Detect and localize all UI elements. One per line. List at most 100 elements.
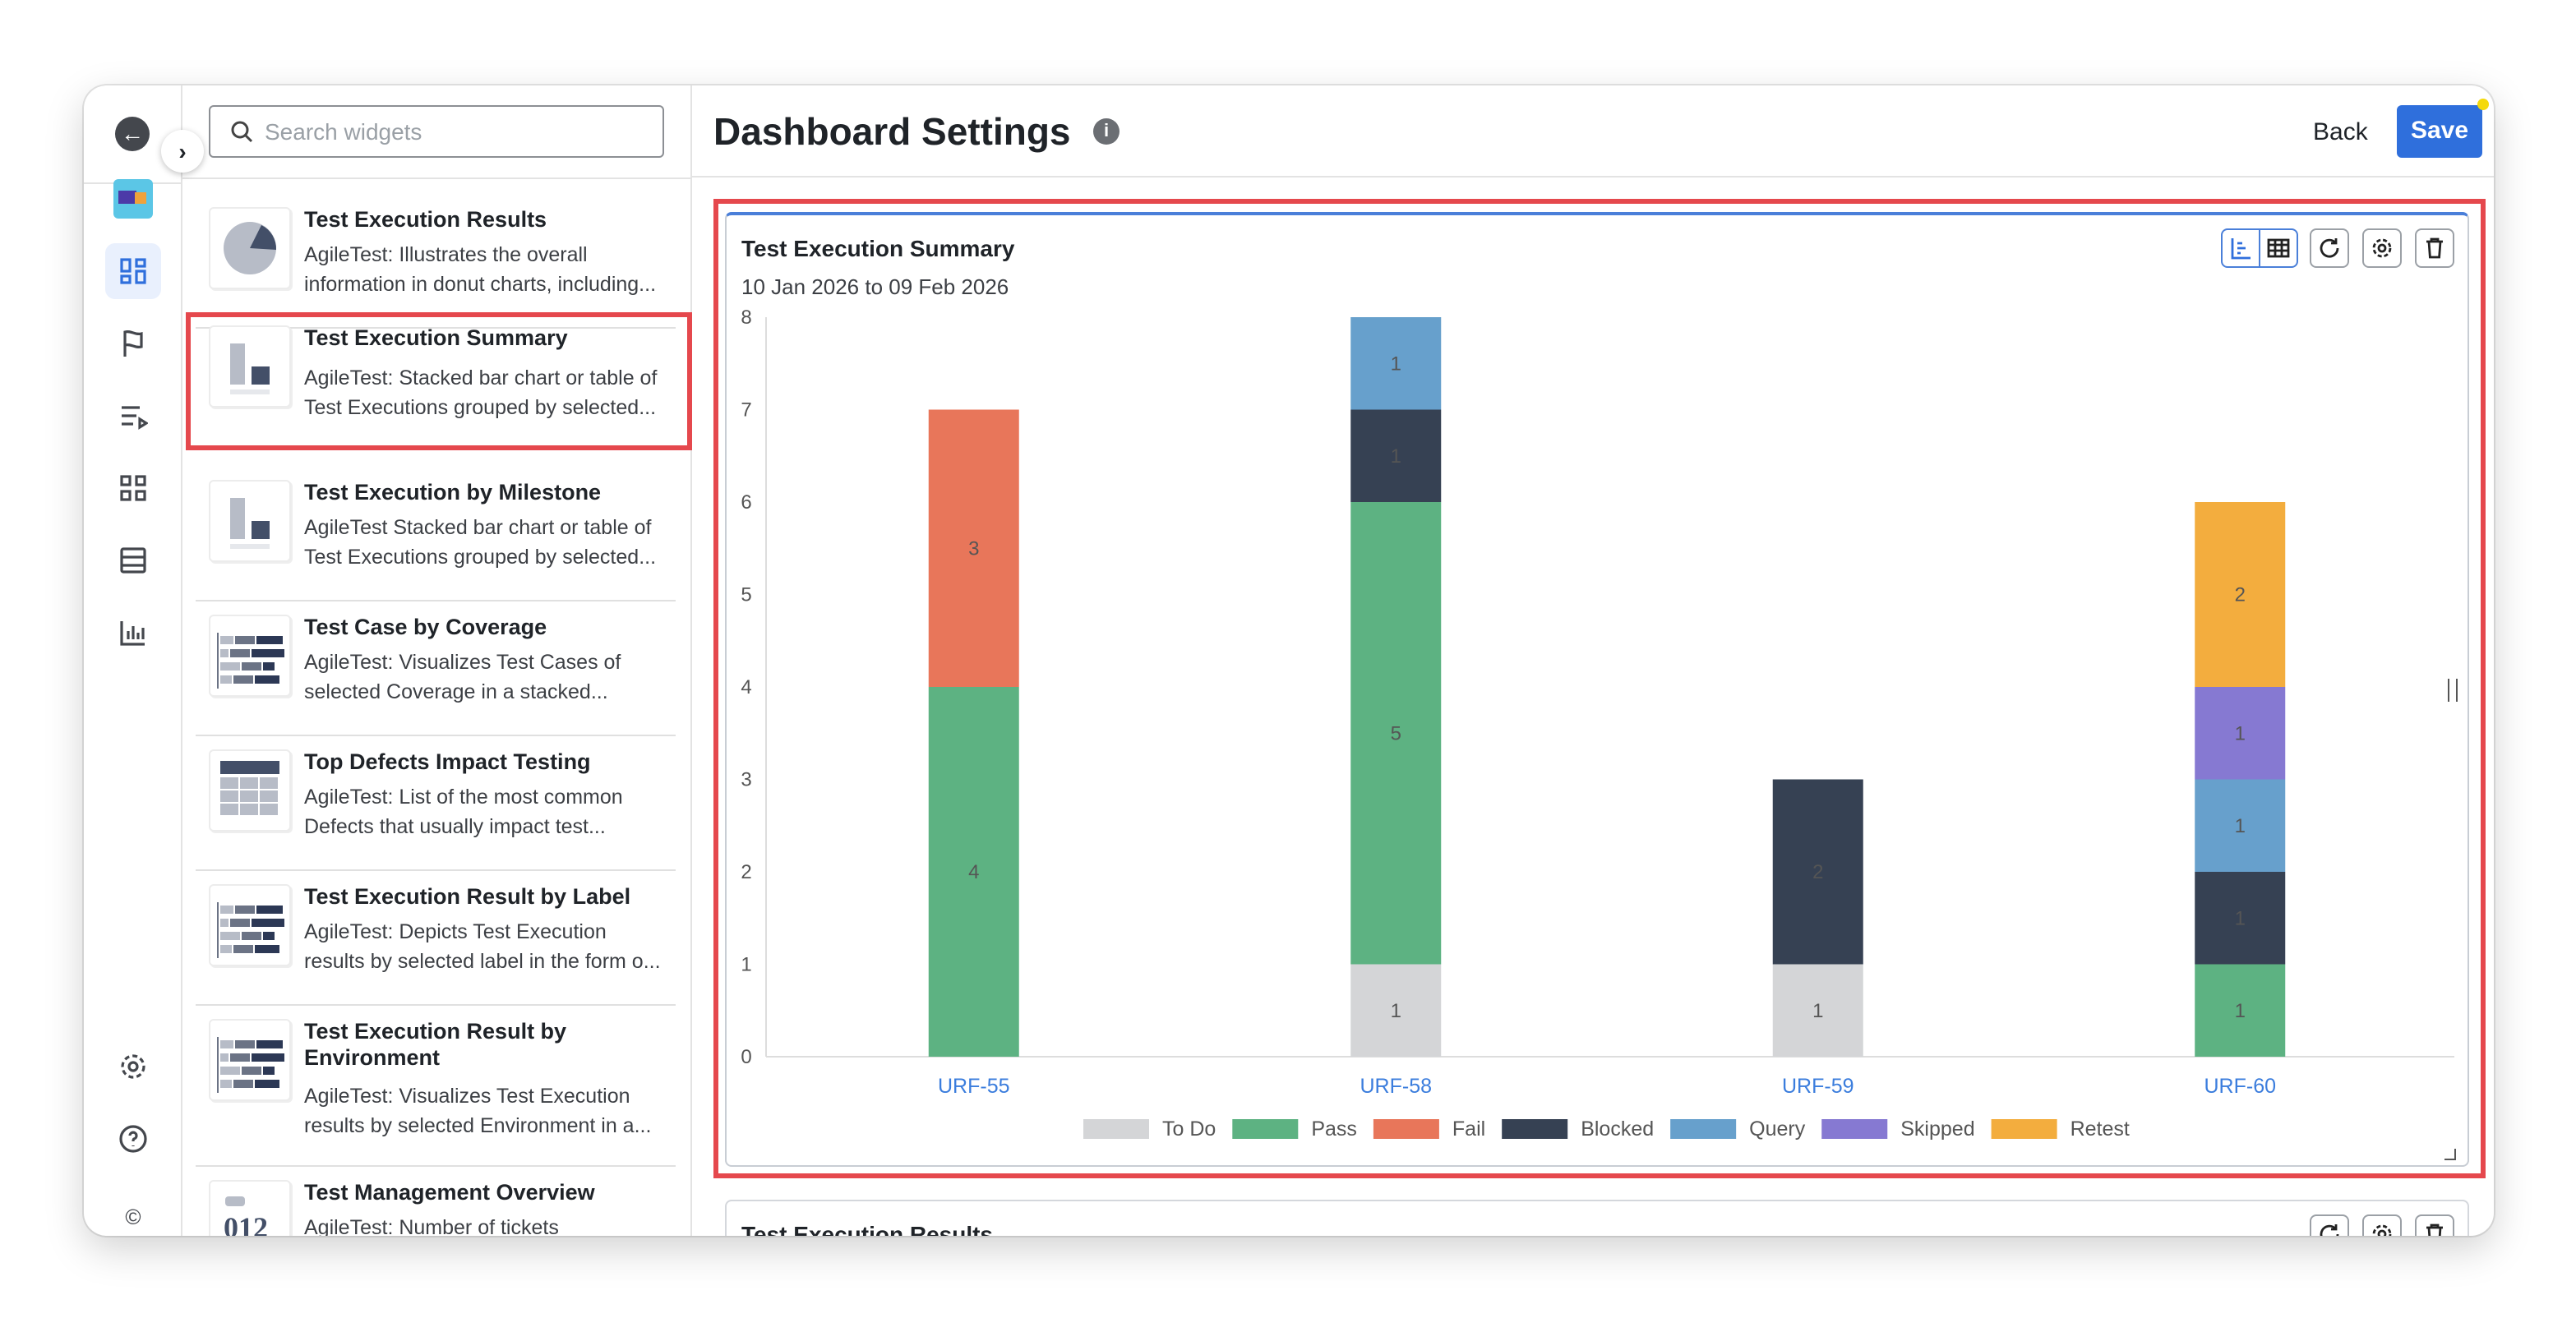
bar-segment-blocked[interactable] xyxy=(1772,779,1863,965)
table-view-button[interactable] xyxy=(2260,230,2297,266)
dashboard-icon[interactable] xyxy=(105,243,161,299)
bar-segment-skipped[interactable] xyxy=(2195,687,2286,780)
widget-item-description: AgileTest: Depicts Test Execution results… xyxy=(304,920,661,973)
page-header: Dashboard Settings i Back Save xyxy=(692,85,2494,177)
widget-settings-button[interactable] xyxy=(2362,1214,2402,1236)
widget-list-item[interactable]: Test Case by Coverage AgileTest: Visualiz… xyxy=(196,601,676,736)
widget-thumbnail xyxy=(209,749,291,832)
legend-swatch[interactable] xyxy=(1821,1119,1888,1139)
y-tick-label: 8 xyxy=(741,306,751,329)
gear-icon xyxy=(2372,238,2392,258)
resize-corner-handle[interactable] xyxy=(2444,1149,2456,1160)
widget-item-title: Test Execution Results xyxy=(304,207,547,232)
expand-panel-button[interactable]: › xyxy=(161,130,204,173)
x-tick-label[interactable]: URF-58 xyxy=(1360,1075,1432,1098)
test-run-list-icon[interactable] xyxy=(105,388,161,444)
x-tick-label[interactable]: URF-55 xyxy=(938,1075,1010,1098)
widget-list-item[interactable]: Test Execution Result by Label AgileTest:… xyxy=(196,871,676,1006)
legend-swatch[interactable] xyxy=(1670,1119,1737,1139)
bar-chart-icon[interactable] xyxy=(105,605,161,661)
back-button[interactable]: Back xyxy=(2313,118,2368,146)
search-widgets-field[interactable] xyxy=(209,105,664,158)
data-label: 3 xyxy=(968,537,979,560)
bar-segment-retest[interactable] xyxy=(2195,502,2286,687)
view-toggle[interactable] xyxy=(2221,228,2298,268)
table-view-icon xyxy=(2267,238,2289,258)
notification-dot xyxy=(2477,99,2489,110)
resize-handle[interactable] xyxy=(2448,679,2458,702)
bar-segment-query[interactable] xyxy=(2195,779,2286,873)
bar-segment-query[interactable] xyxy=(1350,317,1442,410)
bar-segment-pass[interactable] xyxy=(2195,964,2286,1058)
bar-segment-pass[interactable] xyxy=(928,687,1019,1057)
widget-list-item[interactable]: Test Execution Summary AgileTest: Stacked… xyxy=(186,312,692,450)
widget-list-item[interactable]: Test Execution Result by Environment Agil… xyxy=(196,1006,676,1167)
legend-swatch[interactable] xyxy=(1232,1119,1299,1139)
legend-swatch[interactable] xyxy=(1502,1119,1568,1139)
settings-icon[interactable] xyxy=(105,1039,161,1094)
widget-item-title: Test Execution Result by Environment xyxy=(304,1019,567,1070)
y-tick-label: 6 xyxy=(741,491,751,514)
widget-item-description: AgileTest: Number of tickets xyxy=(304,1216,559,1236)
bar-segment-blocked[interactable] xyxy=(2195,872,2286,965)
refresh-button[interactable] xyxy=(2310,228,2349,268)
info-icon[interactable]: i xyxy=(1093,118,1119,145)
widget-thumbnail xyxy=(209,207,291,289)
app-window: ← © › Test Execution Results AgileTest: I… xyxy=(84,85,2494,1236)
table-icon[interactable] xyxy=(105,532,161,588)
legend-label[interactable]: To Do xyxy=(1162,1118,1216,1141)
legend-swatch[interactable] xyxy=(1083,1119,1149,1139)
data-label: 1 xyxy=(2235,907,2246,929)
gear-icon xyxy=(2372,1224,2392,1236)
widget-item-description: AgileTest: List of the most common Defect… xyxy=(304,786,623,838)
widget-settings-button[interactable] xyxy=(2362,228,2402,268)
bar-segment-to-do[interactable] xyxy=(1772,964,1863,1058)
widget-thumbnail xyxy=(209,325,291,408)
data-label: 2 xyxy=(1812,861,1823,883)
save-button[interactable]: Save xyxy=(2397,105,2482,158)
x-tick-label[interactable]: URF-60 xyxy=(2204,1075,2276,1098)
widget-date-range: 10 Jan 2026 to 09 Feb 2026 xyxy=(741,274,1009,299)
y-tick-label: 4 xyxy=(741,676,751,698)
legend-label[interactable]: Skipped xyxy=(1900,1118,1974,1141)
widget-item-title: Test Execution Result by Label xyxy=(304,884,631,909)
bar-segment-fail[interactable] xyxy=(928,409,1019,688)
data-label: 1 xyxy=(2235,1000,2246,1022)
legend-swatch[interactable] xyxy=(1373,1119,1439,1139)
widget-card-test-execution-results[interactable]: Test Execution Results xyxy=(725,1200,2469,1236)
widget-list-item[interactable]: Top Defects Impact Testing AgileTest: Lis… xyxy=(196,736,676,871)
legend-label[interactable]: Query xyxy=(1749,1118,1806,1141)
legend-label[interactable]: Pass xyxy=(1311,1118,1357,1141)
nav-rail: ← © xyxy=(84,85,182,1236)
widget-thumbnail xyxy=(209,615,291,697)
back-arrow-icon[interactable]: ← xyxy=(115,117,150,151)
bar-segment-blocked[interactable] xyxy=(1350,409,1442,503)
main-area: Dashboard Settings i Back Save Test Exec… xyxy=(692,85,2494,1236)
data-label: 4 xyxy=(968,861,979,883)
widget-item-description: AgileTest: Visualizes Test Execution resu… xyxy=(304,1085,652,1137)
widget-title: Test Execution Summary xyxy=(741,235,1015,261)
thumb-number: 012 xyxy=(224,1211,268,1236)
widget-list-item[interactable]: Test Execution by Milestone AgileTest Sta… xyxy=(196,467,676,601)
legend-swatch[interactable] xyxy=(1991,1119,2057,1139)
bar-segment-to-do[interactable] xyxy=(1350,964,1442,1058)
widget-list-item[interactable]: 012 Test Management Overview AgileTest: Nu… xyxy=(196,1167,676,1236)
widget-list-item[interactable]: Test Execution Results AgileTest: Illustr… xyxy=(196,194,676,329)
highlight-box xyxy=(713,199,2486,1178)
widget-card-test-execution-summary[interactable]: Test Execution Summary 10 Jan 2026 to 09… xyxy=(725,212,2469,1167)
chart-view-button[interactable] xyxy=(2223,230,2260,266)
search-input[interactable] xyxy=(265,118,626,145)
x-tick-label[interactable]: URF-59 xyxy=(1782,1075,1854,1098)
bar-segment-pass[interactable] xyxy=(1350,502,1442,965)
flag-icon[interactable] xyxy=(105,316,161,371)
delete-widget-button[interactable] xyxy=(2415,228,2454,268)
widget-thumbnail xyxy=(209,1019,291,1101)
grid-icon[interactable] xyxy=(105,460,161,516)
legend-label[interactable]: Fail xyxy=(1452,1118,1485,1141)
legend-label[interactable]: Blocked xyxy=(1581,1118,1654,1141)
delete-widget-button[interactable] xyxy=(2415,1214,2454,1236)
legend-label[interactable]: Retest xyxy=(2070,1118,2130,1141)
refresh-button[interactable] xyxy=(2310,1214,2349,1236)
help-icon[interactable] xyxy=(105,1111,161,1167)
app-logo-icon[interactable] xyxy=(105,171,161,227)
